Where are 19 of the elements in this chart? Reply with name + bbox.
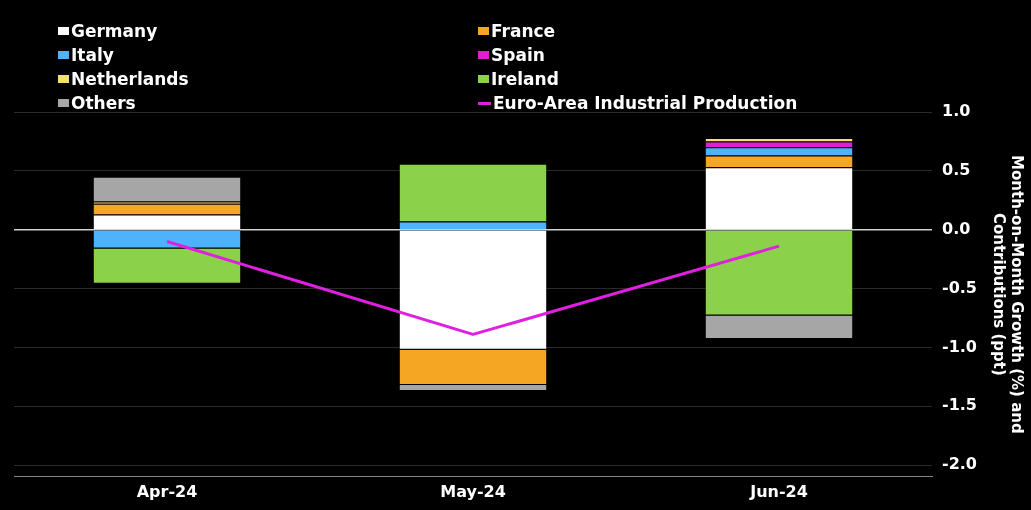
y2-tick-label: -1.0 — [942, 336, 977, 356]
legend-label: France — [490, 20, 557, 42]
legend-label: Euro-Area Industrial Production — [492, 92, 799, 114]
y2-tick-label: -1.5 — [942, 395, 977, 415]
x-tick-label: Apr-24 — [136, 481, 198, 501]
legend-label: Netherlands — [70, 68, 190, 90]
legend-label: Spain — [490, 44, 546, 66]
y2-tick-label: -2.0 — [942, 454, 977, 474]
legend-label: Germany — [70, 20, 159, 42]
legend-label: Others — [70, 92, 137, 114]
y2-tick-label: 0.5 — [942, 159, 971, 179]
legend-label: Ireland — [490, 68, 560, 90]
x-tick-label: Jun-24 — [749, 481, 808, 501]
x-tick-label: May-24 — [440, 481, 506, 501]
y2-tick-label: -0.5 — [942, 277, 977, 297]
y2-tick-label: 0.0 — [942, 218, 971, 238]
y2-tick-label: 1.0 — [942, 101, 971, 121]
y2-axis-title: Month-on-Month Growth (%) and Contributions (ppt) — [990, 155, 1027, 434]
legend-label: Italy — [70, 44, 115, 66]
